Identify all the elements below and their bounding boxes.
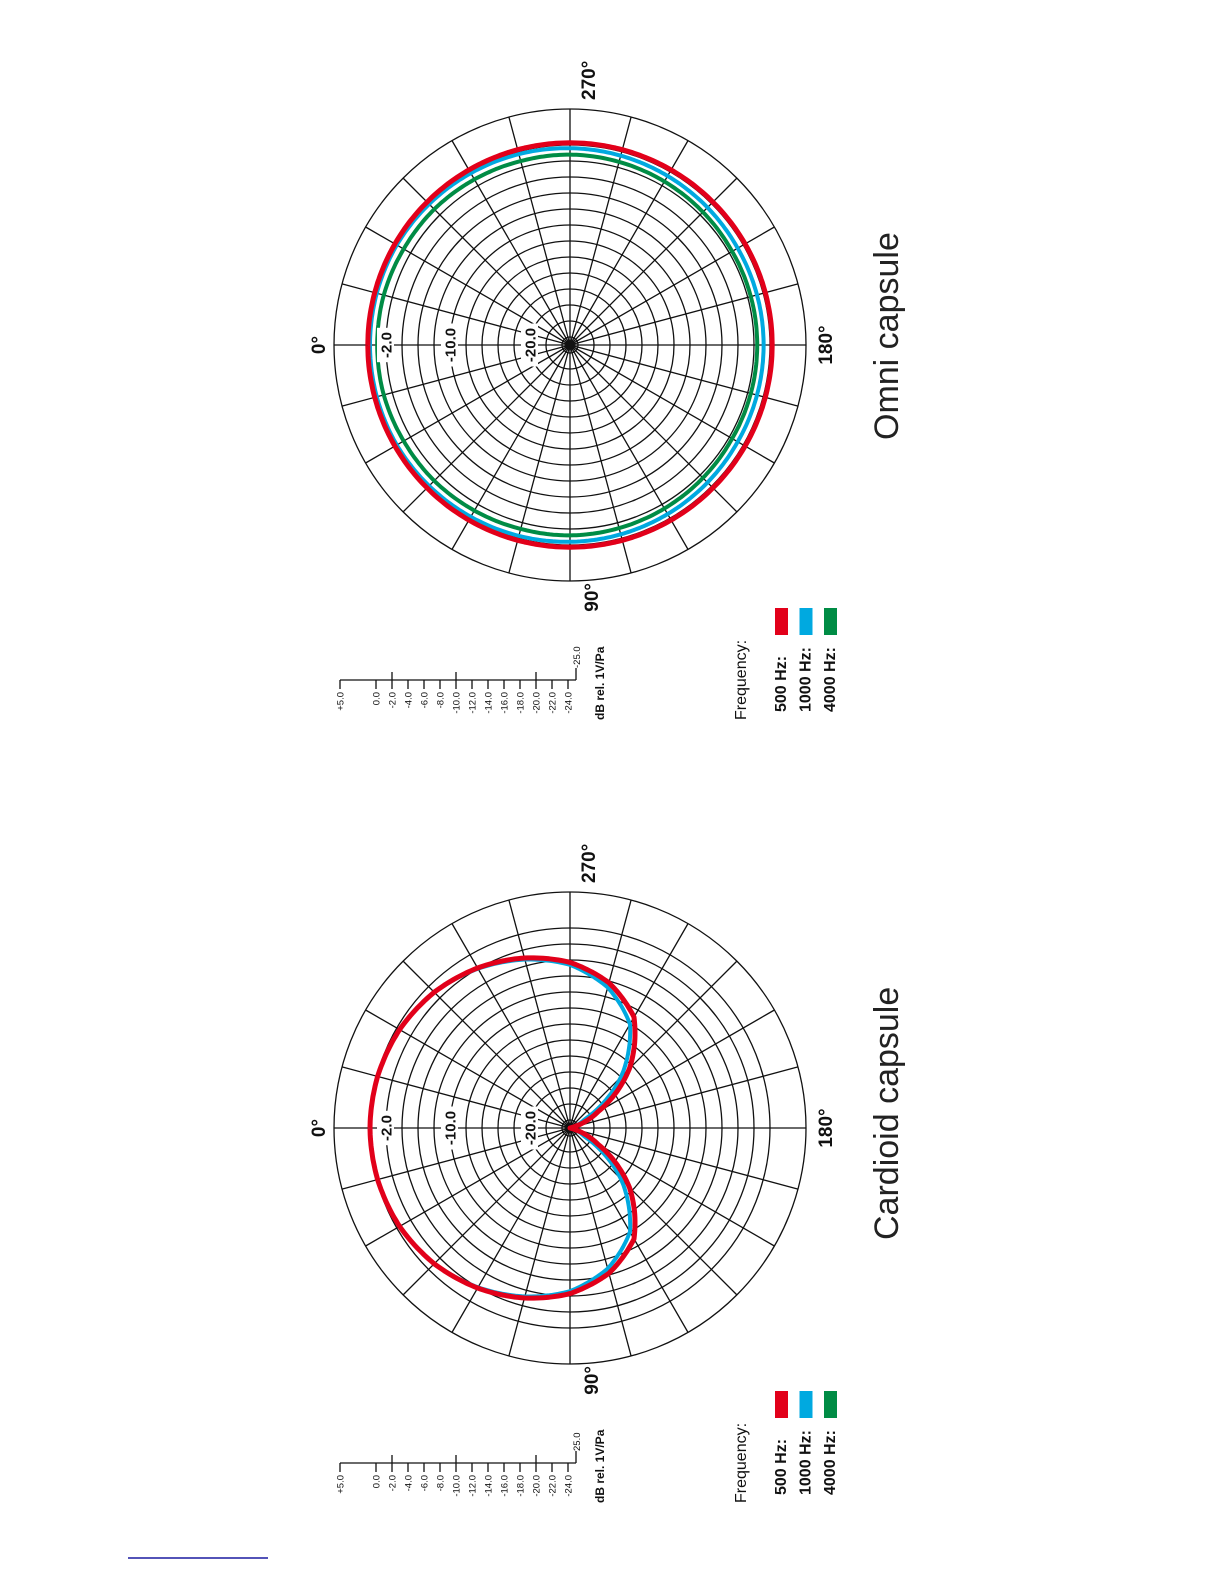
series-line-1000-hz: [368, 146, 766, 544]
ring-label-background: [377, 1110, 394, 1146]
legend-swatch: [775, 1391, 788, 1418]
legend-title: Frequency:: [733, 1423, 750, 1503]
scale-tick-label: -8.0: [436, 1475, 447, 1491]
scale-tick-label: -2.0: [388, 692, 399, 708]
ring-label-background: [441, 1106, 458, 1150]
legend-entry-label: 500 Hz:: [773, 1439, 790, 1495]
series-line-500-hz: [365, 140, 775, 550]
scale-tick-label: 0.0: [372, 1475, 383, 1488]
scale-tick-label: -18.0: [516, 692, 527, 714]
scale-tick-label: -14.0: [484, 692, 495, 714]
legend-swatch: [824, 608, 837, 635]
scale-tick-label: -2.0: [388, 1475, 399, 1491]
series-line-500-hz: [367, 955, 638, 1301]
legend-entry-label: 4000 Hz:: [822, 1430, 839, 1495]
scale-tick-label: -4.0: [404, 692, 415, 708]
polar-chart-cardioid: -2.0 -10.0 -20.0 0° 180° 90° 270° +5.0 0.0 -2.0 -4…: [309, 844, 906, 1503]
scale-unit-label: dB rel. 1V/Pa: [593, 646, 607, 720]
legend-swatch: [799, 608, 813, 635]
grid-spoke: [402, 177, 571, 346]
angle-label-0: 0°: [309, 1119, 330, 1137]
legend-swatch: [775, 608, 788, 635]
legend-entry-label: 500 Hz:: [773, 656, 790, 712]
angle-label-0: 0°: [309, 336, 330, 354]
legend-swatch: [799, 1391, 813, 1418]
series-line-4000-hz: [375, 152, 760, 538]
grid-spoke: [569, 960, 738, 1129]
angle-label-90: 90°: [582, 1366, 603, 1395]
scale-tick-label: -20.0: [532, 692, 543, 714]
ring-label-background: [521, 1106, 538, 1150]
scale-min-label: -25.0: [572, 646, 583, 668]
scale-tick-label: -12.0: [468, 692, 479, 714]
scale-tick-label: -4.0: [404, 1475, 415, 1491]
scale-tick-label: -24.0: [564, 692, 575, 714]
scale-tick-label: -6.0: [420, 1475, 431, 1491]
scale-tick-label: -24.0: [564, 1475, 575, 1497]
scale-tick-label: -12.0: [468, 1475, 479, 1497]
chart-title: Cardioid capsule: [868, 987, 906, 1240]
legend-title: Frequency:: [733, 640, 750, 720]
ring-label: -20.0: [523, 1111, 540, 1145]
grid-spoke: [451, 923, 571, 1129]
scale-tick-label: -10.0: [452, 692, 463, 714]
legend-swatch: [824, 1391, 837, 1418]
chart-title: Omni capsule: [868, 232, 906, 440]
center-dot: [565, 340, 575, 350]
ring-label-background: [521, 323, 538, 367]
grid-spoke: [569, 177, 738, 346]
angle-label-270: 270°: [579, 61, 600, 100]
scale-tick-label: -14.0: [484, 1475, 495, 1497]
grid-spoke: [451, 1127, 571, 1333]
grid-spoke: [569, 226, 775, 346]
grid-spoke: [569, 1127, 738, 1296]
legend-entry-label: 1000 Hz:: [798, 647, 815, 712]
ring-label-background: [441, 323, 458, 367]
grid-spoke: [569, 283, 799, 346]
legend-entry-label: 4000 Hz:: [822, 647, 839, 712]
grid-spoke: [569, 899, 632, 1129]
grid-spoke: [402, 960, 571, 1129]
ring-label: -2.0: [379, 332, 396, 358]
grid-spoke: [569, 344, 738, 513]
polar-chart-omni: -2.0 -10.0 -20.0 0° 180° 90° 270° +5.0 0.0 -2.0 -4…: [309, 61, 906, 720]
grid-spoke: [508, 1127, 571, 1357]
scale-tick-label: -20.0: [532, 1475, 543, 1497]
grid-spoke: [569, 344, 799, 407]
scale-unit-label: dB rel. 1V/Pa: [593, 1429, 607, 1503]
scale-tick-label: -10.0: [452, 1475, 463, 1497]
angle-label-180: 180°: [816, 1108, 837, 1147]
angle-label-270: 270°: [579, 844, 600, 883]
scale-min-label: 25.0: [572, 1433, 583, 1452]
scale-tick-label: +5.0: [336, 1475, 347, 1494]
ring-label: -10.0: [443, 1111, 460, 1145]
scale-tick-label: -8.0: [436, 692, 447, 708]
scale-tick-label: -22.0: [548, 1475, 559, 1497]
scale-tick-label: -22.0: [548, 692, 559, 714]
grid-spoke: [508, 899, 571, 1129]
ring-label: -2.0: [379, 1115, 396, 1141]
scale-tick-label: 0.0: [372, 692, 383, 705]
page-content: -2.0 -10.0 -20.0 0° 180° 90° 270° +5.0 0.0 -2.0 -4…: [128, 61, 906, 1559]
grid-spoke: [402, 1127, 571, 1296]
ring-label: -20.0: [523, 328, 540, 362]
grid-spoke: [402, 344, 571, 513]
scale-tick-label: +5.0: [336, 692, 347, 711]
grid-spoke: [569, 1127, 632, 1357]
scale-tick-label: -16.0: [500, 1475, 511, 1497]
ring-label: -10.0: [443, 328, 460, 362]
scale-tick-label: -18.0: [516, 1475, 527, 1497]
ring-label-background: [377, 327, 394, 363]
grid-spoke: [569, 344, 775, 464]
scale-tick-label: -16.0: [500, 692, 511, 714]
scale-tick-label: -6.0: [420, 692, 431, 708]
grid-spoke: [569, 1066, 799, 1129]
legend-entry-label: 1000 Hz:: [798, 1430, 815, 1495]
angle-label-180: 180°: [816, 325, 837, 364]
angle-label-90: 90°: [582, 583, 603, 612]
grid-spoke: [569, 1127, 799, 1190]
